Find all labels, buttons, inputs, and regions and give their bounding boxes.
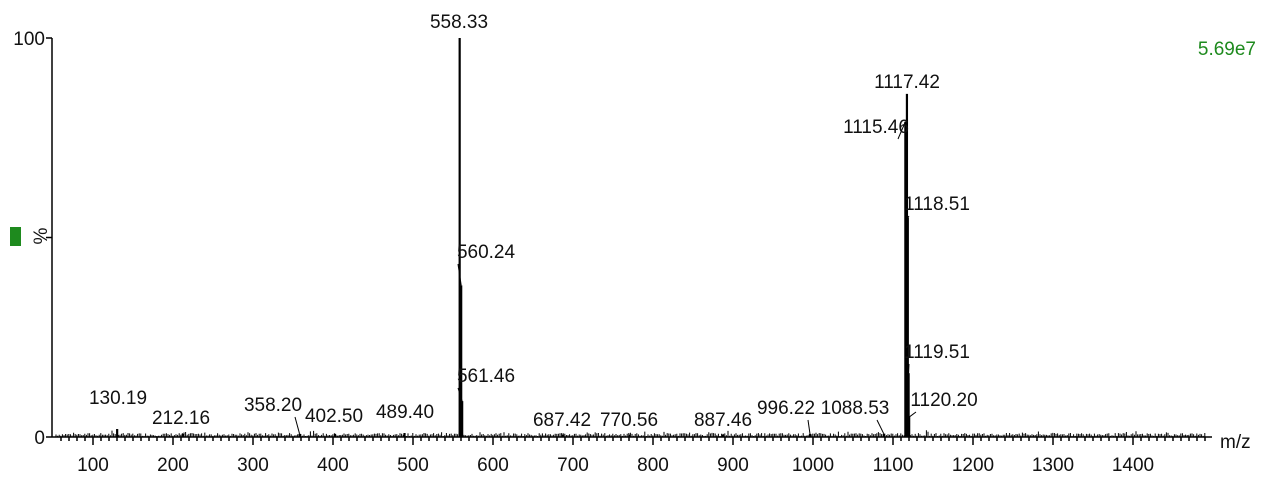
- leader-996.22: [807, 419, 811, 434]
- channel-marker: [10, 227, 21, 246]
- peak-label-212.16: 212.16: [152, 408, 210, 429]
- peak-label-1117.42: 1117.42: [874, 72, 940, 93]
- intensity-readout: 5.69e7: [1198, 39, 1256, 60]
- x-tick-label: 600: [477, 455, 509, 476]
- leader-1118.51: [907, 215, 910, 218]
- x-tick-label: 1100: [873, 455, 914, 476]
- x-tick-label: 300: [237, 455, 269, 476]
- peak-label-561.46: 561.46: [457, 366, 515, 387]
- leader-1088.53: [876, 419, 885, 435]
- peak-label-1120.20: 1120.20: [910, 390, 977, 411]
- y-axis-label: %: [31, 227, 52, 244]
- x-tick-label: 1300: [1032, 455, 1074, 476]
- x-tick-label: 200: [157, 455, 189, 476]
- leader-358.20: [294, 416, 301, 434]
- peak-label-558.33: 558.33: [430, 12, 488, 33]
- x-tick-label: 100: [77, 455, 109, 476]
- peak-label-130.19: 130.19: [89, 388, 147, 409]
- peak-label-489.40: 489.40: [376, 402, 434, 423]
- x-tick-label: 800: [637, 455, 669, 476]
- axes: [51, 38, 1212, 438]
- peak-label-1115.46: 1115.46: [843, 117, 909, 138]
- leader-560.24: [457, 263, 462, 286]
- y-tick-label-0: 0: [34, 428, 45, 449]
- x-tick-label: 700: [557, 455, 589, 476]
- x-tick-label: 1000: [792, 455, 834, 476]
- peak-label-887.46: 887.46: [694, 410, 752, 431]
- peaks-layer: [116, 38, 911, 437]
- label-leaders: [294, 121, 917, 435]
- x-tick-label: 1400: [1112, 455, 1154, 476]
- peak-label-996.22: 996.22: [757, 398, 815, 419]
- peak-label-560.24: 560.24: [457, 242, 516, 263]
- peak-label-358.20: 358.20: [244, 395, 302, 416]
- peak-label-687.42: 687.42: [533, 410, 591, 431]
- x-tick-label: 1200: [952, 455, 994, 476]
- leader-1115.46: [897, 121, 906, 140]
- x-axis-label: m/z: [1220, 432, 1251, 453]
- x-tick-label: 900: [717, 455, 749, 476]
- x-tick-label: 400: [317, 455, 349, 476]
- peak-label-1118.51: 1118.51: [904, 194, 970, 215]
- peak-label-402.50: 402.50: [305, 406, 363, 427]
- peak-label-1088.53: 1088.53: [821, 398, 890, 419]
- peak-label-1119.51: 1119.51: [904, 342, 970, 363]
- leader-1120.20: [908, 411, 917, 418]
- leader-561.46: [457, 387, 463, 402]
- x-tick-label: 500: [397, 455, 429, 476]
- x-ticks: 100 200 300 400 500 600 700 800 900 1000 1100 1200 1…: [60, 437, 1206, 476]
- peak-label-770.56: 770.56: [600, 410, 658, 431]
- y-tick-label-100: 100: [13, 29, 45, 50]
